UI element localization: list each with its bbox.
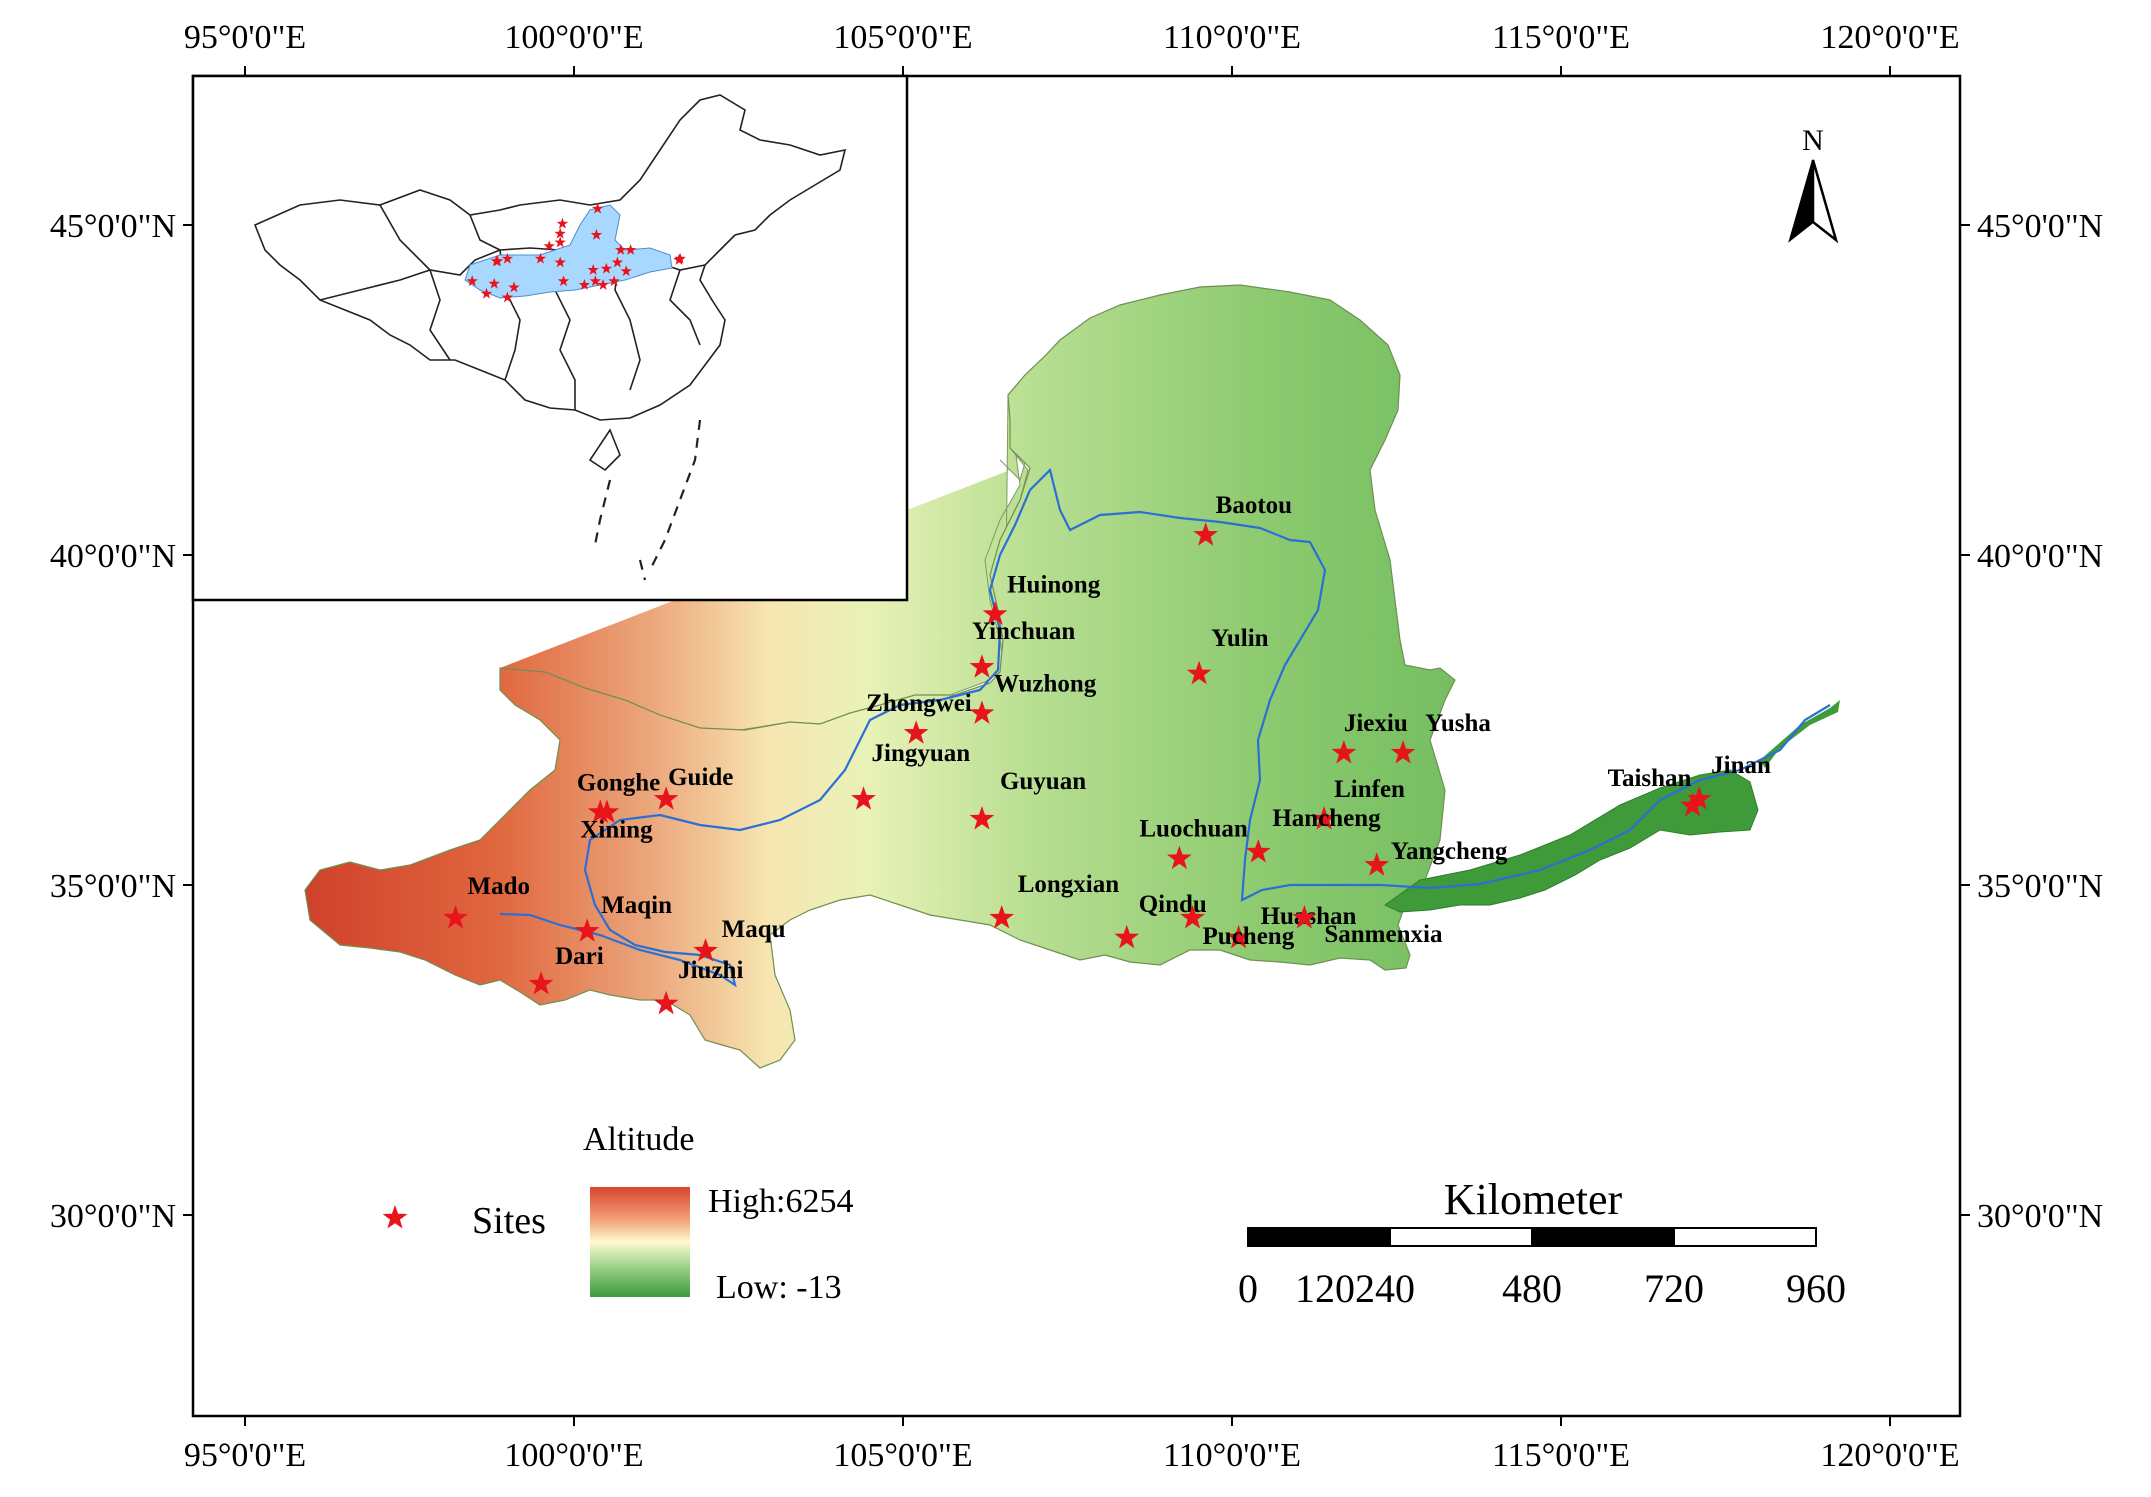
site-label: Zhongwei (866, 690, 972, 717)
scalebar-tick: 960 (1786, 1266, 1846, 1311)
site-label: Maqu (722, 916, 786, 943)
site-label: Longxian (1018, 871, 1120, 898)
river-mouth (1760, 700, 1840, 768)
site-label: Yinchuan (972, 618, 1075, 645)
site-layer: Baotou Huinong Yinchuan Yulin Wuzhong Zhongwe… (443, 492, 1771, 1015)
y-tick-right: 45°0'0"N (1977, 208, 2103, 245)
inset-basin (464, 204, 673, 299)
site-label: Huinong (1007, 571, 1101, 598)
site-label: Mado (468, 873, 531, 900)
y-tick-right: 35°0'0"N (1977, 868, 2103, 905)
x-tick-bottom: 110°0'0"E (1163, 1437, 1301, 1474)
sites-legend-icon (382, 1205, 408, 1229)
y-tick-left: 40°0'0"N (50, 538, 176, 575)
x-tick-top: 95°0'0"E (184, 19, 306, 56)
site-label: Wuzhong (994, 670, 1097, 697)
y-tick-left: 30°0'0"N (50, 1198, 176, 1235)
site-label: Pucheng (1203, 923, 1295, 950)
site-label: Taishan (1608, 765, 1692, 792)
scalebar (1247, 1227, 1817, 1247)
yellow-river (499, 467, 1831, 988)
y-tick-right: 40°0'0"N (1977, 538, 2103, 575)
site-label: Sanmenxia (1324, 921, 1443, 948)
scalebar-tick: 120240 (1295, 1266, 1415, 1311)
x-tick-top: 120°0'0"E (1820, 19, 1959, 56)
site-label: Jiuzhi (678, 957, 743, 984)
north-arrow-icon: N (1788, 124, 1839, 244)
scalebar-tick: 0 (1238, 1266, 1258, 1311)
scalebar-tick: 480 (1502, 1266, 1562, 1311)
site-label: Jinan (1711, 752, 1771, 779)
scalebar-tick: 720 (1644, 1266, 1704, 1311)
y-tick-left: 45°0'0"N (50, 208, 176, 245)
inset-china-map (253, 94, 847, 472)
site-label: Dari (555, 943, 604, 970)
x-tick-top: 110°0'0"E (1163, 19, 1301, 56)
site-label: Yulin (1211, 625, 1269, 652)
site-label: Linfen (1334, 776, 1405, 803)
site-label: Hancheng (1272, 805, 1381, 832)
inset-frame (191, 74, 909, 602)
site-label: Yangcheng (1391, 838, 1508, 865)
site-label: Baotou (1216, 492, 1293, 519)
north-label: N (1802, 124, 1824, 157)
altitude-title: Altitude (583, 1121, 694, 1158)
map-frame (191, 74, 1962, 1418)
altitude-color-ramp (590, 1187, 690, 1297)
basin-lower-reaches (1384, 769, 1759, 913)
x-tick-top: 115°0'0"E (1492, 19, 1630, 56)
site-label: Gonghe (577, 769, 660, 796)
y-tick-right: 30°0'0"N (1977, 1198, 2103, 1235)
basin-main (304, 284, 1456, 1069)
altitude-low-label: Low: -13 (716, 1269, 842, 1306)
x-tick-bottom: 115°0'0"E (1492, 1437, 1630, 1474)
site-label: Guyuan (1000, 768, 1086, 795)
x-tick-top: 105°0'0"E (833, 19, 972, 56)
site-label: Qindu (1139, 891, 1207, 918)
altitude-high-label: High:6254 (708, 1183, 853, 1220)
x-tick-top: 100°0'0"E (504, 19, 643, 56)
x-tick-bottom: 105°0'0"E (833, 1437, 972, 1474)
site-label: Guide (668, 764, 733, 791)
sites-legend-label: Sites (472, 1200, 546, 1242)
site-label: Yusha (1425, 710, 1491, 737)
inset-islands (593, 419, 702, 581)
site-label: Jiexiu (1344, 710, 1408, 737)
site-label: Maqin (601, 892, 672, 919)
site-label: Jingyuan (872, 740, 971, 767)
site-label: Xining (580, 816, 653, 843)
x-tick-bottom: 120°0'0"E (1820, 1437, 1959, 1474)
y-tick-left: 35°0'0"N (50, 868, 176, 905)
site-label: Luochuan (1139, 816, 1247, 843)
x-tick-bottom: 95°0'0"E (184, 1437, 306, 1474)
axis-ticks (183, 66, 1970, 1426)
x-tick-bottom: 100°0'0"E (504, 1437, 643, 1474)
scalebar-title: Kilometer (1444, 1175, 1623, 1224)
